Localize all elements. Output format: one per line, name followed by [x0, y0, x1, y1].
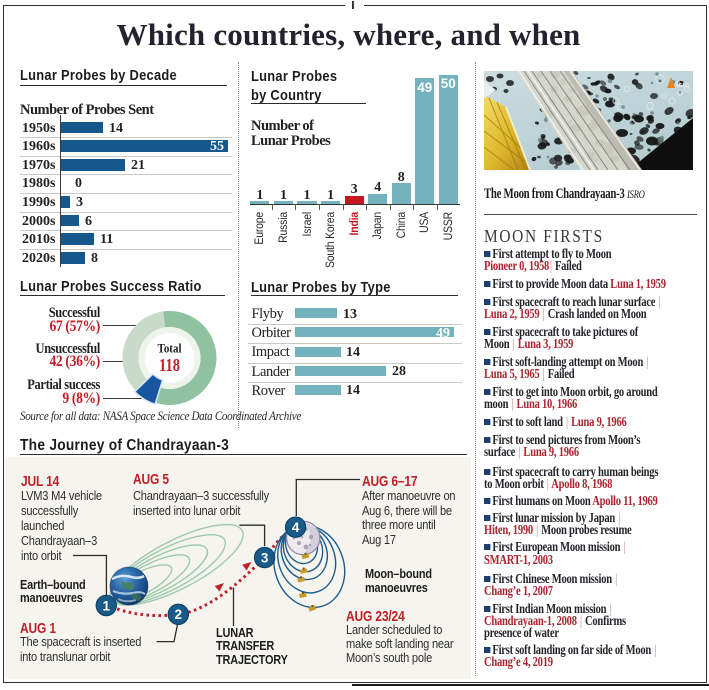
svg-text:4: 4 [292, 520, 300, 535]
svg-text:1: 1 [103, 598, 111, 613]
svg-text:2: 2 [175, 607, 183, 622]
svg-text:isro: isro [677, 80, 689, 89]
svg-text:3: 3 [261, 550, 269, 565]
svg-text:118: 118 [159, 355, 180, 375]
svg-text:Total: Total [158, 341, 182, 356]
